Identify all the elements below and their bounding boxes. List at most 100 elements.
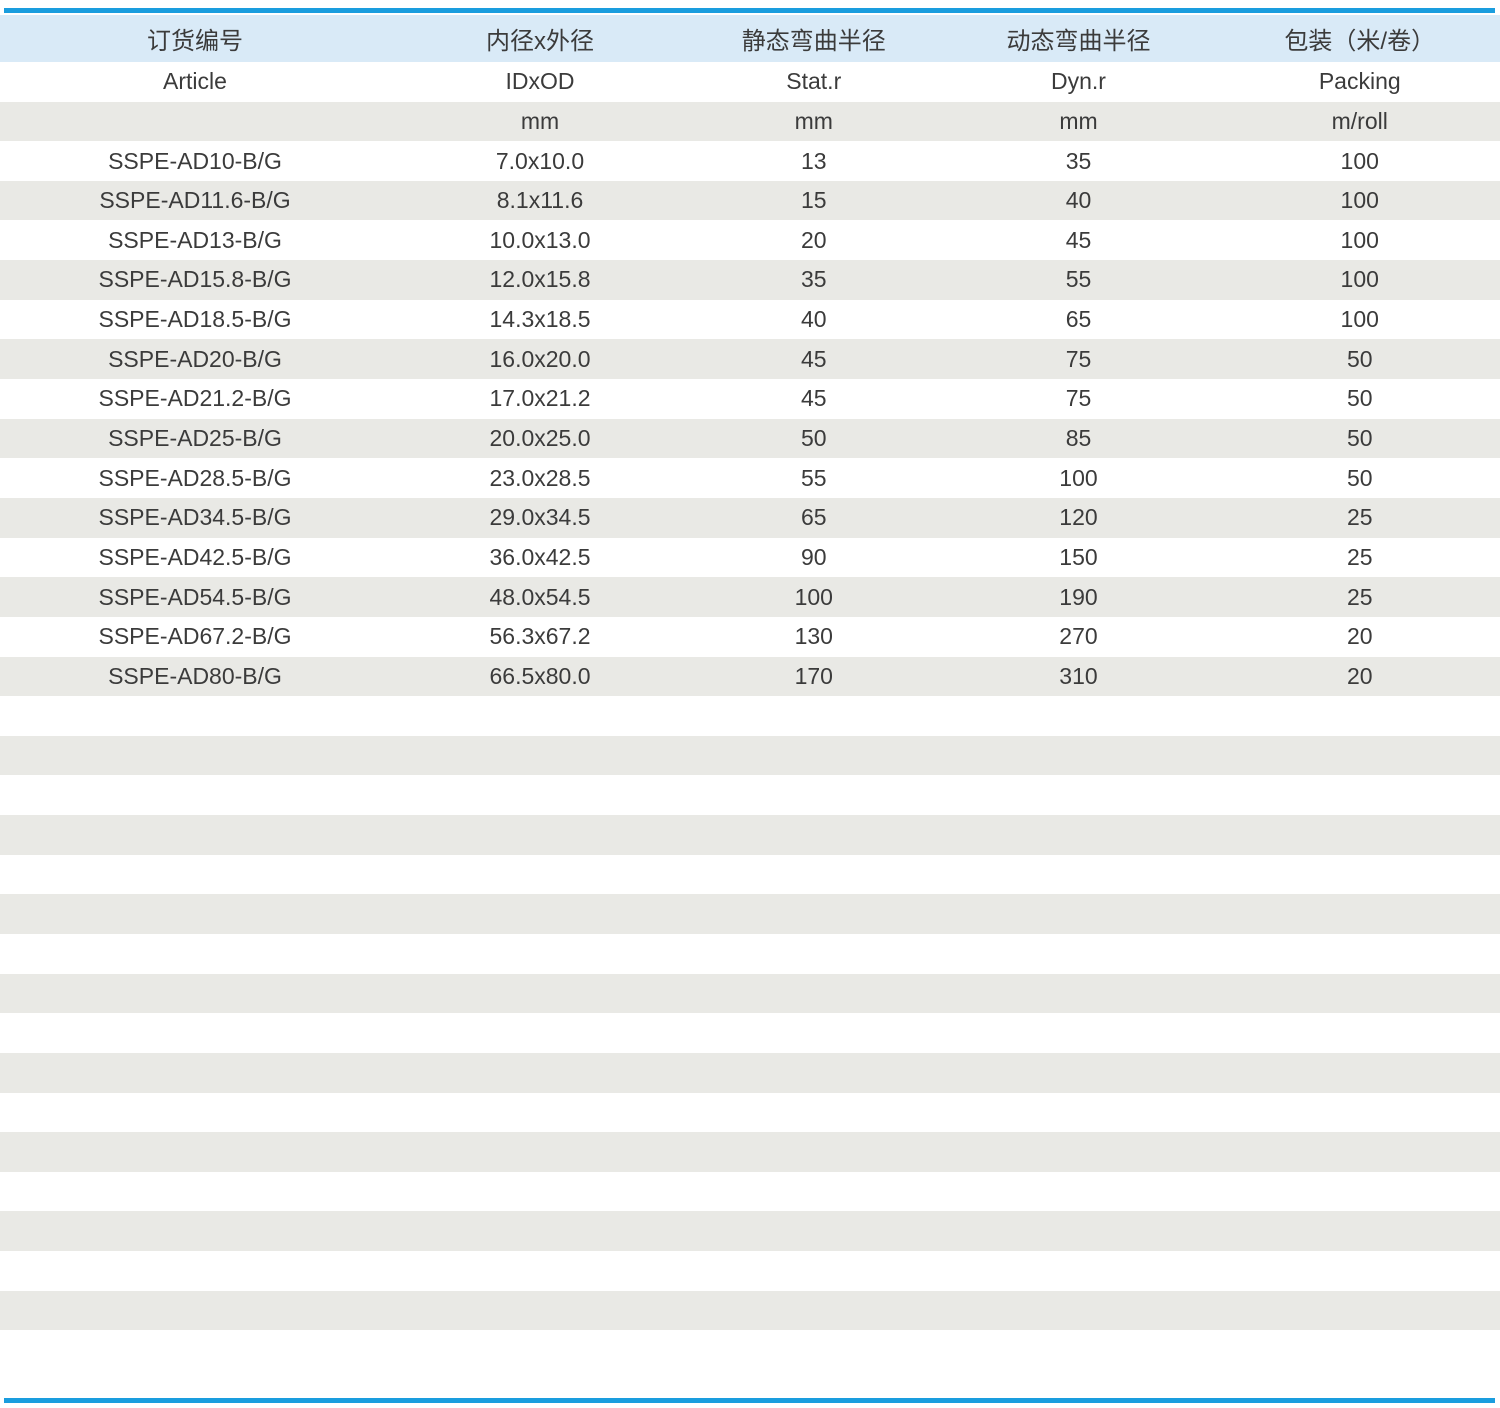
empty-cell [0,1172,390,1212]
value-cell: 100 [1340,187,1379,214]
empty-cell [938,775,1220,815]
article-cell: SSPE-AD67.2-B/G [98,623,292,650]
empty-cell [690,1132,938,1172]
value-cell: 25 [1346,583,1373,610]
empty-cell [1219,775,1500,815]
value-cell: 100 [1059,464,1098,491]
value-cell: 15 [800,187,827,214]
empty-row [0,1290,1500,1331]
table-row: SSPE-AD80-B/G 66.5x80.0 170 310 20 [0,656,1500,697]
value-cell: 35 [1065,147,1092,174]
header-row-unit: mm mm mm m/roll [0,101,1500,142]
empty-row [0,696,1500,736]
empty-cell [1219,815,1500,855]
col-header-dyn_r-en: Dyn.r [1051,68,1106,95]
value-cell: 25 [1346,543,1373,570]
col-header-stat_r-en: Stat.r [786,68,842,95]
table-row: SSPE-AD20-B/G 16.0x20.0 45 75 50 [0,339,1500,380]
empty-cell [0,1093,390,1133]
value-cell: 8.1x11.6 [496,187,584,214]
value-cell: 55 [1065,266,1092,293]
empty-cell [938,855,1220,895]
table-row: SSPE-AD25-B/G 20.0x25.0 50 85 50 [0,418,1500,459]
value-cell: 45 [800,385,827,412]
col-header-packing-unit: m/roll [1331,107,1388,134]
empty-cell [0,894,390,934]
empty-row [0,855,1500,895]
article-cell: SSPE-AD20-B/G [108,345,282,372]
value-cell: 100 [1340,226,1379,253]
empty-cell [0,696,390,736]
empty-cell [938,1211,1220,1251]
value-cell: 100 [1340,306,1379,333]
empty-cell [1219,1251,1500,1291]
empty-cell [0,736,390,776]
empty-cell [690,775,938,815]
empty-cell [690,815,938,855]
empty-cell [390,855,690,895]
table-body: SSPE-AD10-B/G 7.0x10.0 13 35 100 SSPE-AD11.6-… [0,141,1500,1331]
empty-cell [690,934,938,974]
empty-cell [390,1132,690,1172]
value-cell: 130 [794,623,833,650]
value-cell: 40 [800,306,827,333]
empty-cell [1219,1093,1500,1133]
article-cell: SSPE-AD80-B/G [108,662,282,689]
empty-cell [390,1013,690,1053]
value-cell: 50 [1346,464,1373,491]
empty-row [0,934,1500,974]
value-cell: 65 [1065,306,1092,333]
value-cell: 10.0x13.0 [489,226,591,253]
header-row-en: Article IDxOD Stat.r Dyn.r Packing [0,62,1500,102]
empty-cell [938,1251,1220,1291]
value-cell: 36.0x42.5 [489,543,591,570]
empty-cell [1219,696,1500,736]
col-header-article-zh: 订货编号 [147,28,243,55]
value-cell: 75 [1065,385,1092,412]
value-cell: 66.5x80.0 [489,662,591,689]
value-cell: 20 [1346,623,1373,650]
empty-cell [938,815,1220,855]
empty-cell [690,855,938,895]
table-row: SSPE-AD67.2-B/G 56.3x67.2 130 270 20 [0,617,1500,657]
value-cell: 100 [794,583,833,610]
empty-cell [390,736,690,776]
value-cell: 50 [1346,345,1373,372]
empty-row [0,1172,1500,1212]
empty-row [0,1132,1500,1172]
article-cell: SSPE-AD54.5-B/G [98,583,292,610]
table-row: SSPE-AD34.5-B/G 29.0x34.5 65 120 25 [0,497,1500,538]
value-cell: 29.0x34.5 [489,504,591,531]
empty-cell [690,736,938,776]
empty-cell [690,1093,938,1133]
value-cell: 23.0x28.5 [489,464,591,491]
table-row: SSPE-AD11.6-B/G 8.1x11.6 15 40 100 [0,180,1500,221]
empty-cell [390,1093,690,1133]
value-cell: 20.0x25.0 [489,424,591,451]
value-cell: 35 [800,266,827,293]
value-cell: 25 [1346,504,1373,531]
empty-row [0,973,1500,1014]
empty-cell [1219,736,1500,776]
empty-row [0,775,1500,815]
empty-cell [390,1291,690,1331]
col-header-dyn_r-zh: 动态弯曲半径 [1006,28,1151,55]
empty-cell [0,934,390,974]
col-header-stat_r-unit: mm [794,107,833,134]
col-header-packing-zh: 包装（米/卷） [1284,28,1436,55]
value-cell: 55 [800,464,827,491]
empty-cell [938,736,1220,776]
value-cell: 190 [1059,583,1098,610]
value-cell: 150 [1059,543,1098,570]
article-cell: SSPE-AD25-B/G [108,424,282,451]
value-cell: 310 [1059,662,1098,689]
col-header-dyn_r-unit: mm [1059,107,1098,134]
article-cell: SSPE-AD13-B/G [108,226,282,253]
empty-cell [0,815,390,855]
empty-cell [938,894,1220,934]
empty-cell [690,1013,938,1053]
empty-cell [0,1053,390,1093]
article-cell: SSPE-AD11.6-B/G [99,187,291,214]
empty-cell [390,1172,690,1212]
empty-cell [938,696,1220,736]
